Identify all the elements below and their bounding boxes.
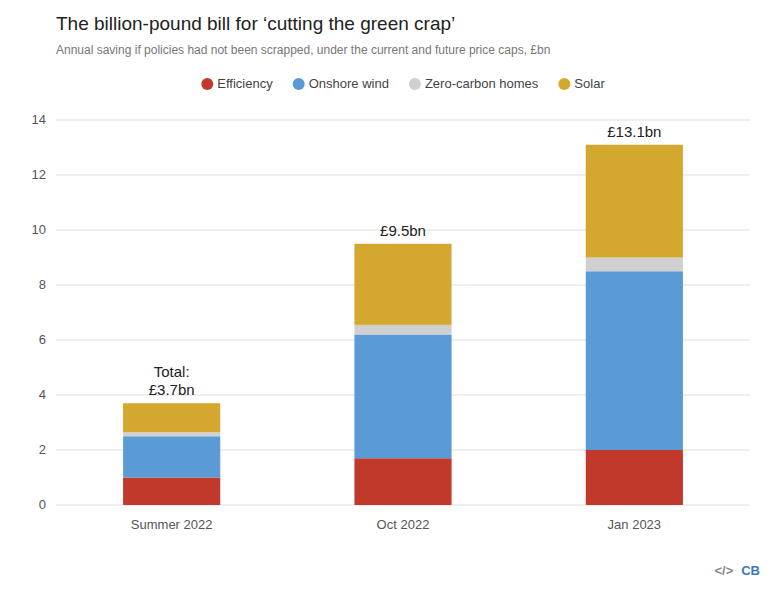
total-label: £13.1bn	[607, 123, 661, 140]
bar-segment	[586, 145, 683, 258]
bar-segment	[354, 335, 451, 459]
bars	[123, 145, 683, 505]
legend-marker	[558, 78, 570, 90]
y-tick-label: 14	[32, 112, 46, 127]
y-tick-label: 6	[39, 332, 46, 347]
legend-label: Efficiency	[217, 76, 273, 91]
y-tick-label: 8	[39, 277, 46, 292]
bar-segment	[354, 325, 451, 335]
total-label: Total:£3.7bn	[149, 363, 195, 398]
x-tick-label: Jan 2023	[608, 517, 662, 532]
legend-marker	[409, 78, 421, 90]
y-tick-label: 4	[39, 387, 46, 402]
y-tick-label: 12	[32, 167, 46, 182]
legend-label: Zero-carbon homes	[425, 76, 539, 91]
y-tick-label: 2	[39, 442, 46, 457]
bar-segment	[354, 458, 451, 505]
y-tick-label: 10	[32, 222, 46, 237]
bar-segment	[354, 244, 451, 325]
x-tick-label: Summer 2022	[131, 517, 213, 532]
legend-label: Solar	[574, 76, 605, 91]
bar-segment	[586, 258, 683, 272]
bar-segment	[586, 271, 683, 450]
grid	[56, 120, 750, 505]
bar-segment	[586, 450, 683, 505]
bar-segment	[123, 432, 220, 436]
x-tick-label: Oct 2022	[377, 517, 430, 532]
watermark: CB	[741, 563, 760, 578]
bar-segment	[123, 436, 220, 477]
legend: Efficiency Onshore wind Zero-carbon homes S…	[201, 76, 605, 91]
legend-marker	[201, 78, 213, 90]
y-tick-label: 0	[39, 497, 46, 512]
title: The billion-pound bill for ‘cutting the …	[56, 13, 455, 34]
legend-label: Onshore wind	[309, 76, 389, 91]
subtitle: Annual saving if policies had not been s…	[56, 43, 550, 57]
bar-segment	[123, 478, 220, 506]
total-label: £9.5bn	[380, 222, 426, 239]
bar-segment	[123, 403, 220, 432]
legend-marker	[293, 78, 305, 90]
watermark: </>	[714, 563, 733, 578]
grid-line	[56, 120, 750, 121]
chart: The billion-pound bill for ‘cutting the …	[0, 0, 780, 589]
